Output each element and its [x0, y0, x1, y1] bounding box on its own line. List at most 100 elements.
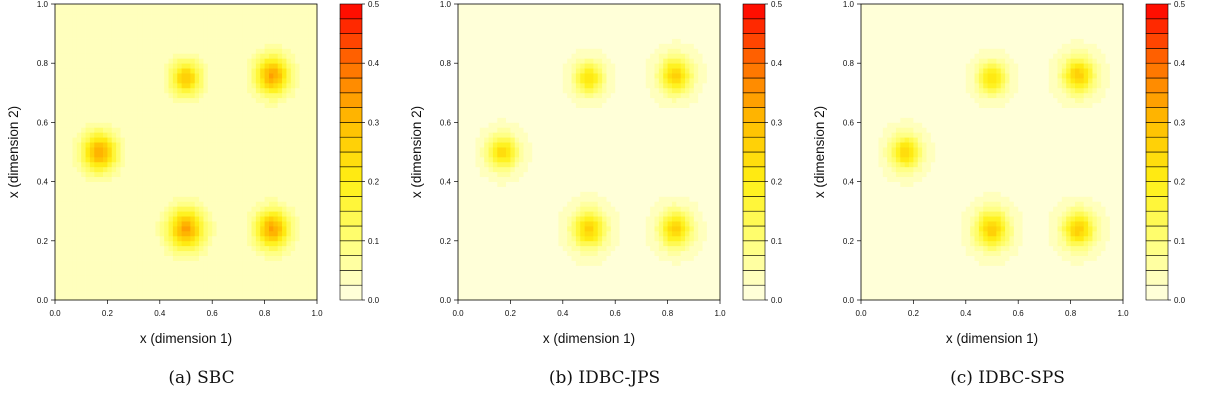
heatmap-cell	[282, 142, 287, 148]
heatmap-cell	[260, 142, 265, 148]
heatmap-cell	[55, 226, 60, 232]
heatmap-cell	[225, 290, 231, 296]
heatmap-cell	[229, 260, 235, 266]
heatmap-cell	[264, 18, 270, 25]
heatmap-cell	[133, 8, 139, 15]
heatmap-cell	[220, 92, 226, 99]
heatmap-cell	[137, 38, 143, 44]
heatmap-cell	[181, 137, 187, 143]
heatmap-cell	[107, 28, 113, 34]
heatmap-cell	[89, 142, 95, 148]
heatmap-cell	[155, 142, 161, 148]
heatmap-cell	[181, 240, 187, 247]
heatmap-cell	[519, 186, 524, 192]
heatmap-cell	[277, 260, 283, 266]
heatmap-cell	[308, 240, 314, 247]
heatmap-cell	[137, 4, 143, 10]
heatmap-cell	[59, 211, 65, 217]
heatmap-cell	[207, 78, 213, 84]
heatmap-cell	[462, 102, 468, 108]
heatmap-cell	[55, 73, 60, 79]
heatmap-cell	[286, 107, 292, 113]
heatmap-cell	[155, 235, 161, 242]
heatmap-cell	[133, 290, 139, 296]
heatmap-cell	[519, 18, 524, 25]
heatmap-cell	[59, 53, 65, 59]
heatmap-cell	[63, 122, 69, 128]
heatmap-cell	[492, 92, 498, 99]
heatmap-cell	[264, 275, 270, 281]
heatmap-cell	[277, 97, 283, 104]
heatmap-cell	[103, 196, 108, 202]
heatmap-cell	[194, 142, 200, 148]
colorbar-segment	[339, 270, 363, 286]
heatmap-cell	[255, 97, 261, 104]
heatmap-cell	[212, 295, 217, 301]
heatmap-cell	[168, 226, 174, 232]
heatmap-cell	[68, 13, 73, 20]
heatmap-cell	[216, 280, 222, 286]
heatmap-cell	[282, 171, 287, 178]
heatmap-cell	[501, 28, 507, 34]
heatmap-cell	[120, 73, 126, 79]
heatmap-cell	[186, 235, 191, 242]
heatmap-cell	[471, 78, 476, 84]
heatmap-cell	[462, 28, 468, 34]
heatmap-cell	[199, 48, 204, 54]
heatmap-cell	[168, 53, 174, 59]
heatmap-cell	[299, 127, 305, 133]
heatmap-cell	[98, 265, 104, 271]
heatmap-cell	[462, 142, 468, 148]
heatmap-cell	[247, 285, 252, 291]
heatmap-cell	[260, 290, 265, 296]
heatmap-cell	[111, 13, 117, 20]
heatmap-cell	[181, 97, 187, 104]
heatmap-cell	[72, 181, 78, 187]
heatmap-cell	[194, 13, 200, 20]
heatmap-cell	[264, 28, 270, 34]
heatmap-cell	[251, 245, 257, 252]
heatmap-cell	[133, 216, 139, 222]
heatmap-cell	[255, 102, 261, 108]
heatmap-cell	[303, 23, 309, 30]
heatmap-cell	[94, 181, 100, 187]
heatmap-cell	[116, 38, 121, 44]
heatmap-cell	[107, 107, 113, 113]
heatmap-cell	[479, 206, 485, 212]
heatmap-cell	[497, 230, 503, 237]
heatmap-cell	[225, 181, 231, 187]
heatmap-cell	[519, 161, 524, 168]
heatmap-cell	[190, 265, 196, 271]
heatmap-cell	[492, 8, 498, 15]
heatmap-cell	[527, 245, 533, 252]
heatmap-cell	[63, 48, 69, 54]
heatmap-cell	[207, 92, 213, 99]
heatmap-cell	[549, 240, 555, 247]
heatmap-cell	[242, 211, 248, 217]
heatmap-cell	[234, 275, 239, 281]
heatmap-cell	[194, 221, 200, 227]
heatmap-cell	[142, 4, 148, 10]
heatmap-cell	[172, 68, 178, 74]
heatmap-cell	[260, 43, 265, 49]
heatmap-cell	[527, 166, 533, 173]
heatmap-cell	[536, 4, 542, 10]
heatmap-cell	[194, 23, 200, 30]
heatmap-cell	[510, 107, 516, 113]
heatmap-cell	[497, 280, 503, 286]
heatmap-cell	[242, 132, 248, 138]
heatmap-cell	[484, 221, 489, 227]
heatmap-cell	[111, 226, 117, 232]
heatmap-cell	[94, 53, 100, 59]
heatmap-cell	[497, 142, 503, 148]
heatmap-cell	[536, 245, 542, 252]
heatmap-cell	[506, 13, 511, 20]
heatmap-cell	[164, 117, 169, 123]
heatmap-cell	[247, 28, 252, 34]
heatmap-cell	[260, 181, 265, 187]
heatmap-cell	[251, 265, 257, 271]
heatmap-cell	[76, 206, 82, 212]
heatmap-cell	[497, 152, 503, 158]
heatmap-cell	[111, 97, 117, 104]
heatmap-cell	[523, 230, 529, 237]
